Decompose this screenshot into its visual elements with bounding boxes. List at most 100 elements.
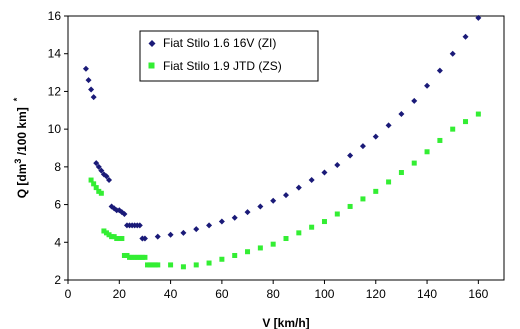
data-point bbox=[88, 177, 94, 183]
data-point bbox=[219, 256, 225, 262]
data-point bbox=[101, 228, 107, 234]
data-point bbox=[93, 160, 100, 167]
data-point bbox=[360, 196, 366, 202]
legend-label-zs: Fiat Stilo 1.9 JTD (ZS) bbox=[163, 59, 282, 73]
data-point bbox=[206, 260, 212, 266]
y-axis-title-main: Q [dm bbox=[15, 164, 29, 199]
data-point bbox=[244, 209, 251, 216]
data-point bbox=[385, 122, 392, 129]
data-point bbox=[424, 149, 430, 155]
data-point bbox=[142, 254, 148, 260]
data-point bbox=[103, 173, 110, 180]
data-point bbox=[321, 169, 328, 176]
data-point bbox=[106, 177, 113, 184]
data-point bbox=[155, 262, 161, 268]
y-tick-label: 10 bbox=[48, 122, 62, 136]
data-point bbox=[154, 233, 161, 240]
y-tick-label: 12 bbox=[48, 84, 62, 98]
data-point bbox=[257, 245, 263, 251]
y-axis-title-superscript: 3 bbox=[13, 159, 23, 164]
svg-text:Q [dm3 /100 km]*: Q [dm3 /100 km] * bbox=[12, 97, 29, 198]
data-point bbox=[91, 181, 97, 187]
data-point bbox=[424, 82, 431, 89]
data-point bbox=[411, 97, 418, 104]
data-point bbox=[147, 262, 153, 268]
data-point bbox=[347, 203, 353, 209]
x-tick-label: 80 bbox=[266, 287, 280, 301]
data-point bbox=[114, 236, 120, 242]
data-point bbox=[334, 211, 340, 217]
x-tick-label: 160 bbox=[468, 287, 488, 301]
data-point bbox=[139, 254, 145, 260]
data-point bbox=[103, 230, 109, 236]
legend-marker-zs bbox=[148, 62, 155, 69]
data-point bbox=[152, 262, 158, 268]
data-point bbox=[295, 184, 302, 191]
data-point bbox=[373, 188, 379, 194]
data-point bbox=[137, 254, 143, 260]
data-point bbox=[180, 264, 186, 270]
y-tick-label: 16 bbox=[48, 9, 62, 23]
data-point bbox=[134, 254, 140, 260]
data-point bbox=[129, 254, 135, 260]
legend-marker-zi bbox=[148, 40, 156, 47]
data-point bbox=[206, 222, 213, 229]
x-tick-label: 60 bbox=[215, 287, 229, 301]
y-tick-label: 14 bbox=[48, 47, 62, 61]
x-tick-label: 120 bbox=[366, 287, 386, 301]
x-axis: 0 20 40 60 80 100 120 140 160 bbox=[65, 280, 489, 301]
data-point bbox=[141, 235, 148, 242]
y-tick-label: 4 bbox=[54, 235, 61, 249]
data-point bbox=[462, 33, 469, 40]
data-point bbox=[386, 179, 392, 185]
data-point bbox=[150, 262, 156, 268]
y-tick-label: 6 bbox=[54, 198, 61, 212]
data-point bbox=[437, 137, 443, 143]
data-point bbox=[245, 249, 251, 255]
y-axis-title: Q [dm3 /100 km] * bbox=[12, 97, 29, 198]
data-point bbox=[96, 188, 102, 194]
y-axis: 2 4 6 8 10 12 14 16 bbox=[48, 9, 68, 287]
data-point bbox=[398, 111, 405, 118]
data-point bbox=[398, 170, 404, 176]
y-axis-title-tail: /100 km] bbox=[15, 107, 29, 158]
data-point bbox=[334, 161, 341, 168]
data-point bbox=[85, 77, 92, 84]
data-point bbox=[119, 236, 125, 242]
data-point bbox=[136, 222, 143, 229]
x-tick-label: 20 bbox=[113, 287, 127, 301]
legend: Fiat Stilo 1.6 16V (ZI) Fiat Stilo 1.9 J… bbox=[139, 30, 319, 82]
data-point bbox=[411, 160, 417, 166]
data-point bbox=[270, 197, 277, 204]
data-point bbox=[193, 226, 200, 233]
data-point bbox=[231, 214, 238, 221]
data-point bbox=[111, 234, 117, 240]
x-tick-label: 0 bbox=[65, 287, 72, 301]
y-tick-label: 2 bbox=[54, 273, 61, 287]
data-point bbox=[180, 229, 187, 236]
data-point bbox=[372, 133, 379, 140]
data-point bbox=[283, 236, 289, 242]
data-point bbox=[296, 230, 302, 236]
data-point bbox=[167, 231, 174, 238]
data-point bbox=[168, 262, 174, 268]
data-point bbox=[347, 152, 354, 159]
data-point bbox=[257, 203, 264, 210]
data-point bbox=[116, 236, 122, 242]
x-axis-title: V [km/h] bbox=[262, 316, 309, 329]
data-point bbox=[308, 177, 315, 184]
data-point bbox=[127, 254, 133, 260]
data-point bbox=[98, 167, 105, 174]
data-point bbox=[475, 14, 482, 21]
y-tick-label: 8 bbox=[54, 160, 61, 174]
data-point bbox=[359, 143, 366, 150]
data-point bbox=[109, 234, 115, 240]
data-point bbox=[270, 241, 276, 247]
data-point bbox=[98, 190, 104, 196]
x-tick-label: 40 bbox=[164, 287, 178, 301]
data-point bbox=[121, 211, 128, 217]
y-axis-title-marker: * bbox=[12, 97, 22, 101]
data-point bbox=[436, 67, 443, 74]
data-point bbox=[145, 262, 151, 268]
